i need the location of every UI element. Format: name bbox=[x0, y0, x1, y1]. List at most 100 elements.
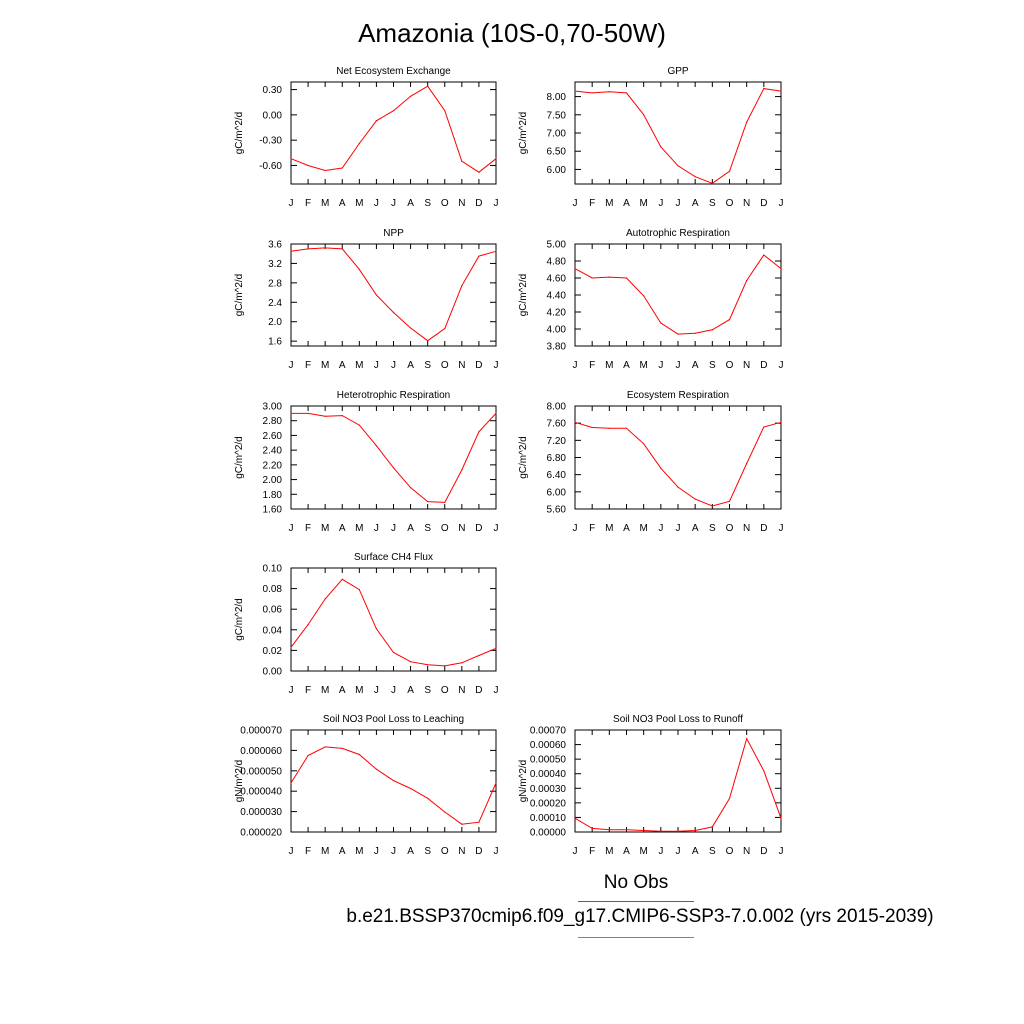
data-point bbox=[324, 598, 326, 600]
x-tick-label: M bbox=[321, 198, 329, 209]
data-point bbox=[711, 329, 713, 331]
y-tick-label: 2.80 bbox=[263, 416, 283, 427]
x-tick-label: M bbox=[321, 360, 329, 371]
y-tick-label: 4.60 bbox=[547, 274, 567, 285]
data-point bbox=[461, 469, 463, 471]
data-point bbox=[711, 826, 713, 828]
x-tick-label: M bbox=[639, 523, 647, 534]
data-point bbox=[307, 248, 309, 250]
x-tick-label: F bbox=[305, 846, 311, 857]
data-point bbox=[358, 268, 360, 270]
data-point bbox=[780, 90, 782, 92]
data-point bbox=[711, 182, 713, 184]
data-point bbox=[324, 415, 326, 417]
data-point bbox=[375, 628, 378, 630]
x-tick-label: D bbox=[475, 198, 482, 209]
y-tick-label: 1.6 bbox=[268, 337, 282, 348]
y-tick-label: 2.00 bbox=[263, 475, 283, 486]
y-tick-label: 4.20 bbox=[547, 308, 567, 319]
data-point bbox=[444, 811, 446, 813]
data-point bbox=[660, 830, 662, 832]
y-axis-label: gC/m^2/d bbox=[518, 112, 529, 155]
y-tick-label: 3.80 bbox=[547, 342, 567, 353]
y-tick-label: 3.2 bbox=[268, 259, 282, 270]
x-tick-label: F bbox=[305, 685, 311, 696]
y-axis-label: gC/m^2/d bbox=[234, 274, 245, 317]
data-point bbox=[461, 662, 463, 664]
x-tick-label: A bbox=[623, 846, 630, 857]
data-point bbox=[392, 467, 395, 469]
y-tick-label: 6.00 bbox=[547, 165, 567, 176]
data-point bbox=[358, 753, 360, 756]
y-tick-label: 0.10 bbox=[263, 564, 283, 575]
data-point bbox=[591, 92, 593, 94]
x-tick-label: J bbox=[573, 360, 578, 371]
x-tick-label: N bbox=[743, 846, 750, 857]
data-point bbox=[358, 424, 360, 426]
x-tick-label: N bbox=[458, 360, 465, 371]
y-tick-label: 1.60 bbox=[263, 505, 283, 516]
data-point bbox=[409, 661, 412, 663]
data-point bbox=[643, 443, 645, 445]
series-line bbox=[574, 737, 782, 832]
data-point bbox=[643, 829, 645, 832]
panel-title: Net Ecosystem Exchange bbox=[336, 66, 451, 77]
data-point bbox=[427, 85, 429, 87]
x-tick-label: J bbox=[658, 360, 663, 371]
x-tick-label: J bbox=[374, 360, 379, 371]
data-point bbox=[574, 817, 576, 819]
panel-title: GPP bbox=[667, 66, 688, 77]
y-axis-label: gC/m^2/d bbox=[518, 436, 529, 479]
data-point bbox=[763, 87, 765, 90]
data-point bbox=[746, 738, 748, 740]
data-point bbox=[728, 797, 731, 800]
data-point bbox=[341, 167, 343, 169]
data-point bbox=[375, 445, 378, 447]
y-tick-label: 0.00020 bbox=[530, 798, 567, 809]
y-tick-label: 2.60 bbox=[263, 431, 283, 442]
y-tick-label: 2.4 bbox=[268, 298, 282, 309]
x-tick-label: M bbox=[605, 523, 613, 534]
x-tick-label: S bbox=[709, 846, 716, 857]
data-point bbox=[307, 164, 309, 167]
x-tick-label: O bbox=[441, 685, 449, 696]
series-line bbox=[290, 247, 497, 342]
x-tick-label: S bbox=[424, 523, 431, 534]
y-tick-label: 0.00 bbox=[263, 667, 283, 678]
case-label: b.e21.BSSP370cmip6.f09_g17.CMIP6-SSP3-7.… bbox=[346, 906, 934, 927]
y-tick-label: 6.50 bbox=[547, 147, 567, 158]
data-point bbox=[574, 90, 576, 92]
x-tick-label: J bbox=[658, 198, 663, 209]
x-tick-label: A bbox=[692, 198, 699, 209]
plot-frame bbox=[574, 405, 782, 510]
x-tick-label: N bbox=[743, 360, 750, 371]
y-tick-label: 2.0 bbox=[268, 317, 282, 328]
data-point bbox=[625, 277, 628, 279]
data-point bbox=[574, 421, 576, 423]
y-tick-label: 0.000020 bbox=[240, 828, 282, 839]
x-tick-label: N bbox=[458, 198, 465, 209]
series-line bbox=[574, 88, 782, 184]
y-tick-label: 0.02 bbox=[263, 646, 283, 657]
y-tick-label: 6.40 bbox=[547, 470, 567, 481]
data-point bbox=[341, 414, 343, 417]
data-point bbox=[427, 797, 429, 799]
data-point bbox=[660, 146, 662, 148]
x-tick-label: J bbox=[573, 523, 578, 534]
x-tick-label: M bbox=[355, 846, 363, 857]
x-tick-label: J bbox=[573, 198, 578, 209]
panel-title: Ecosystem Respiration bbox=[627, 390, 729, 401]
data-point bbox=[625, 92, 628, 94]
y-tick-label: 2.8 bbox=[268, 278, 282, 289]
x-tick-label: J bbox=[289, 685, 294, 696]
data-point bbox=[478, 654, 480, 657]
x-tick-label: J bbox=[494, 685, 499, 696]
data-point bbox=[677, 486, 679, 488]
x-tick-label: J bbox=[391, 523, 396, 534]
x-tick-label: N bbox=[743, 198, 750, 209]
x-tick-label: M bbox=[321, 846, 329, 857]
x-tick-label: M bbox=[605, 198, 613, 209]
